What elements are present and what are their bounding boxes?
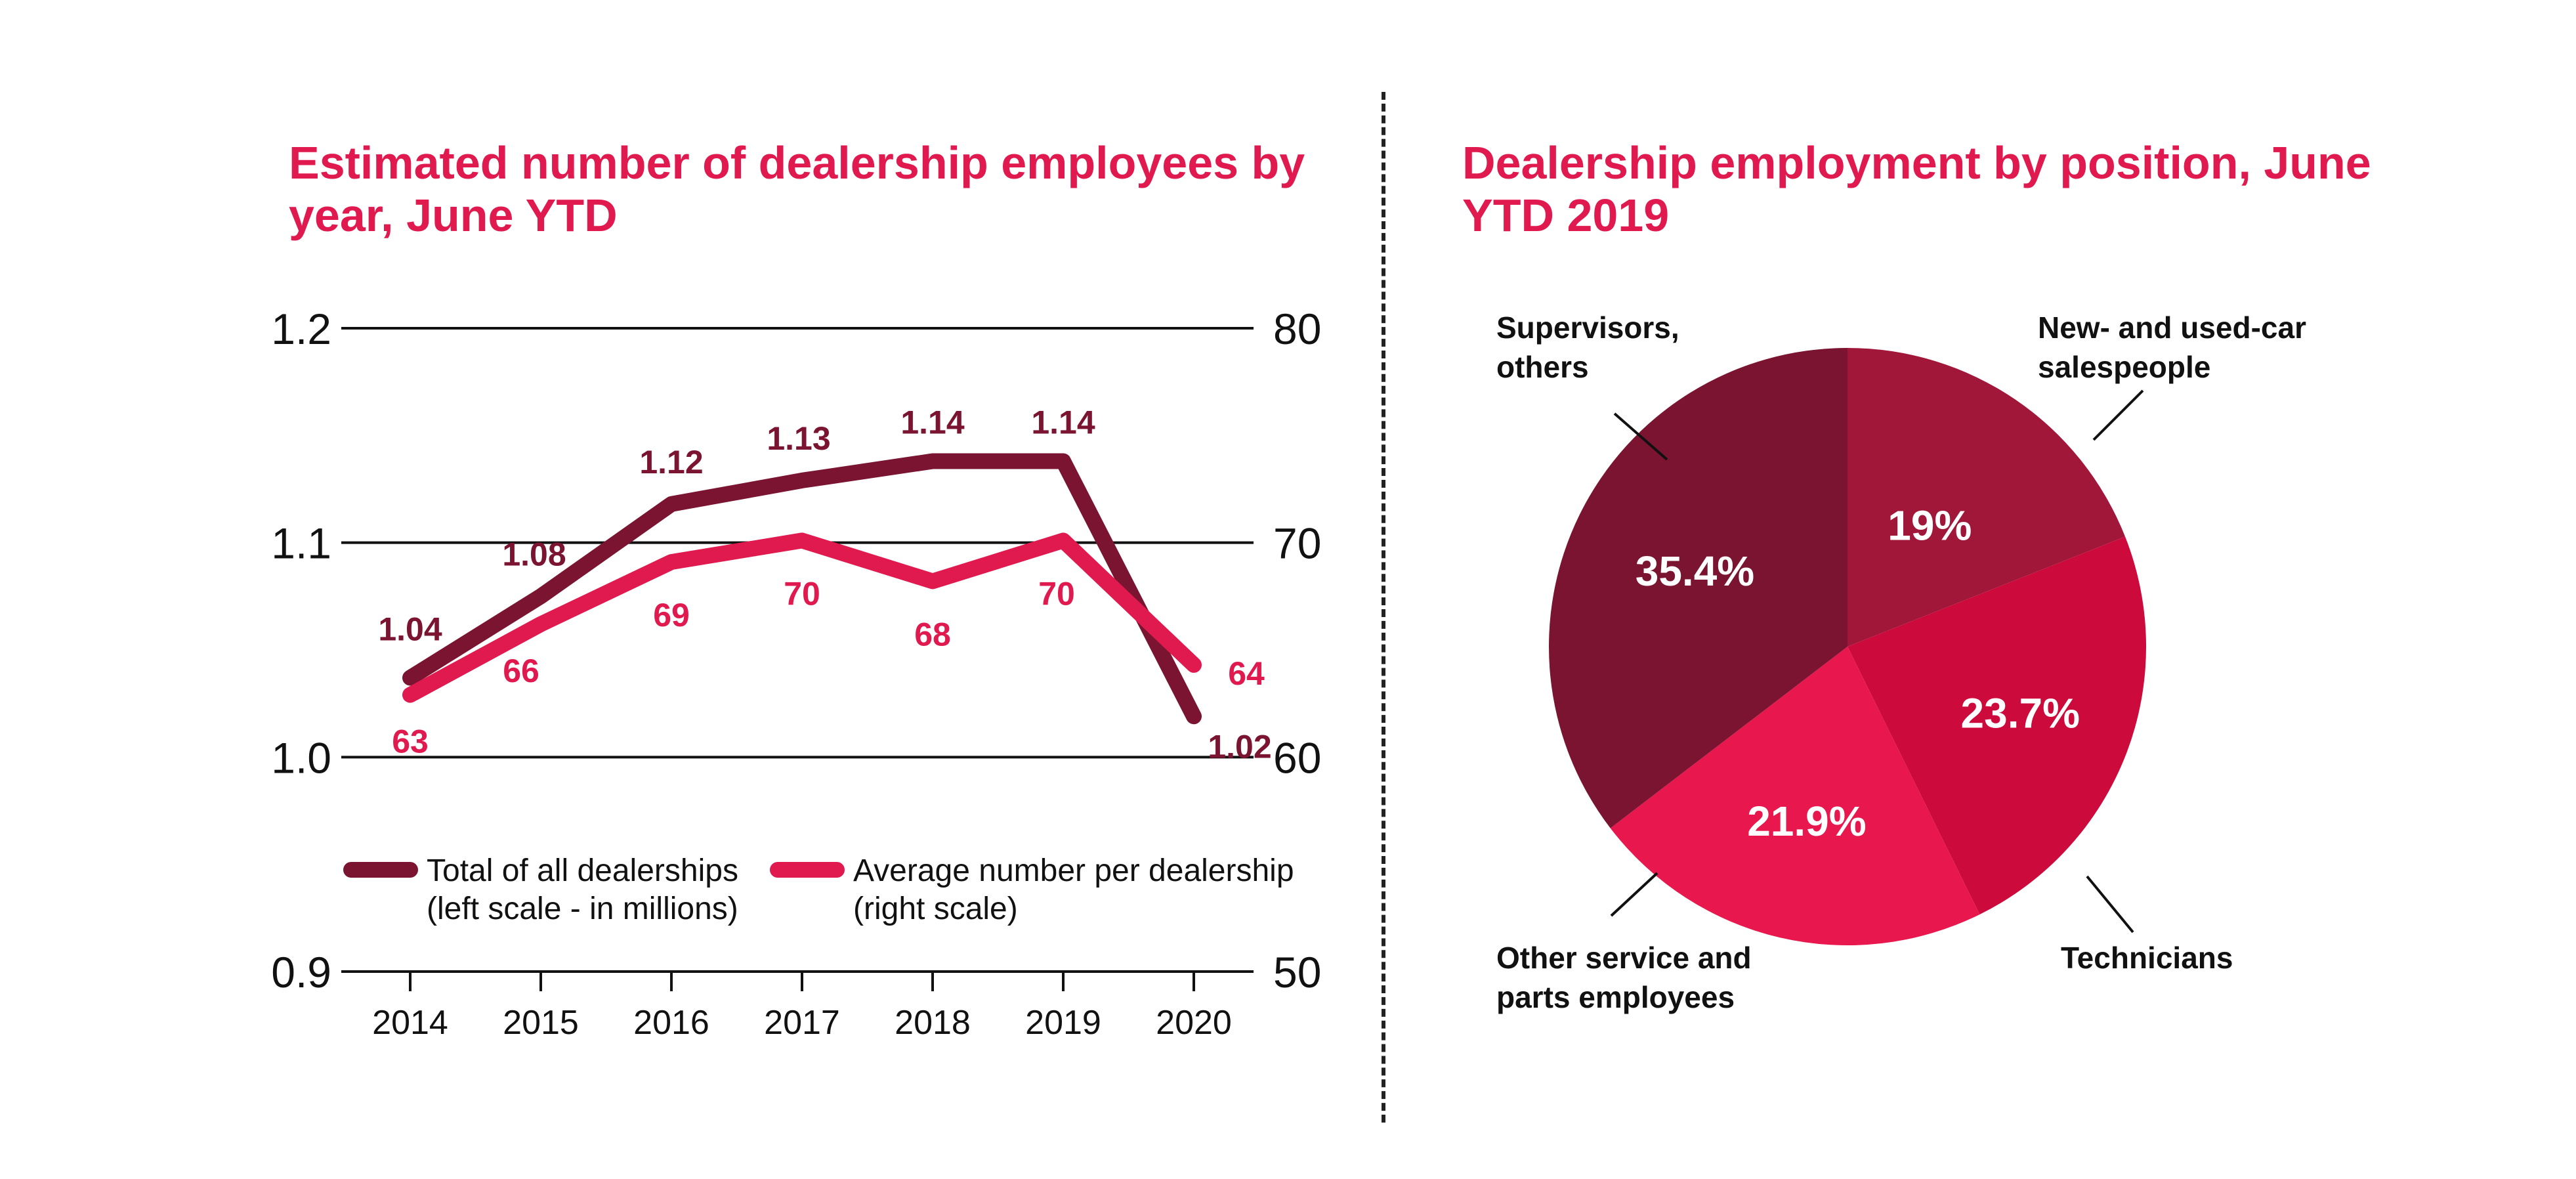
total-data-label: 1.12 — [639, 444, 703, 481]
left-axis-tick-label: 1.1 — [271, 519, 331, 568]
leader-line — [2086, 875, 2134, 933]
x-axis-tick-label: 2017 — [764, 1004, 840, 1042]
leader-line — [1613, 412, 1668, 461]
total-data-label: 1.14 — [1031, 404, 1095, 441]
pie-value-label: 19% — [1888, 502, 1972, 549]
x-axis-tick-label: 2018 — [895, 1004, 971, 1042]
average-data-label: 70 — [784, 575, 820, 612]
left-axis-tick-label: 0.9 — [271, 948, 331, 997]
average-data-label: 64 — [1228, 655, 1265, 692]
total-data-label: 1.14 — [900, 404, 965, 441]
average-data-label: 70 — [1038, 575, 1075, 612]
average-data-label: 66 — [503, 653, 539, 689]
pie-slice-other-service-and-parts-employees — [1610, 647, 1980, 946]
series-line-total — [402, 453, 1202, 725]
legend-sublabel: (right scale) — [853, 891, 1018, 926]
leader-line — [1610, 872, 1658, 917]
pie-value-label: 35.4% — [1636, 547, 1754, 595]
pie-slice-technicians — [1848, 536, 2147, 914]
pie-slice-supervisors-others — [1549, 348, 1848, 828]
pie-category-label: parts employees — [1496, 980, 1735, 1014]
legend-label: Average number per dealership — [853, 853, 1294, 888]
pie-category-label: New- and used-car — [2038, 311, 2306, 345]
pie-chart-title: Dealership employment by position, June … — [1462, 137, 2371, 241]
leader-line — [2092, 389, 2144, 441]
x-axis-tick-label: 2020 — [1156, 1004, 1232, 1042]
right-axis-tick-label: 50 — [1273, 948, 1321, 997]
chart-divider — [1382, 92, 1385, 1123]
pie-category-label: Other service and — [1496, 941, 1752, 975]
right-axis-tick-label: 70 — [1273, 519, 1321, 568]
pie-slice-new-and-used-car-salespeople — [1848, 348, 2126, 647]
total-data-label: 1.08 — [502, 536, 566, 572]
left-axis-tick-label: 1.0 — [271, 733, 331, 782]
pie-value-label: 21.9% — [1747, 798, 1866, 845]
legend-label: Total of all dealerships — [427, 853, 738, 888]
x-axis-tick-label: 2019 — [1025, 1004, 1101, 1042]
pie-value-label: 23.7% — [1961, 689, 2080, 737]
total-data-label: 1.04 — [378, 611, 442, 647]
x-axis-tick-label: 2016 — [633, 1004, 709, 1042]
pie-category-label: salespeople — [2038, 350, 2210, 384]
right-axis-tick-label: 60 — [1273, 733, 1321, 782]
legend-sublabel: (left scale - in millions) — [427, 891, 738, 926]
total-data-label: 1.02 — [1208, 728, 1271, 765]
average-data-label: 68 — [914, 616, 951, 653]
x-axis-tick-label: 2015 — [503, 1004, 579, 1042]
x-axis-tick-label: 2014 — [372, 1004, 448, 1042]
left-axis-tick-label: 1.2 — [271, 305, 331, 353]
average-data-label: 63 — [392, 723, 429, 760]
series-line-average — [402, 532, 1202, 703]
pie-category-label: Supervisors, — [1496, 311, 1679, 345]
right-axis-tick-label: 80 — [1273, 305, 1321, 353]
pie-category-label: others — [1496, 350, 1589, 384]
average-data-label: 69 — [653, 597, 690, 633]
pie-category-label: Technicians — [2061, 941, 2233, 975]
total-data-label: 1.13 — [767, 420, 830, 457]
line-chart-title: Estimated number of dealership employees… — [289, 137, 1305, 241]
